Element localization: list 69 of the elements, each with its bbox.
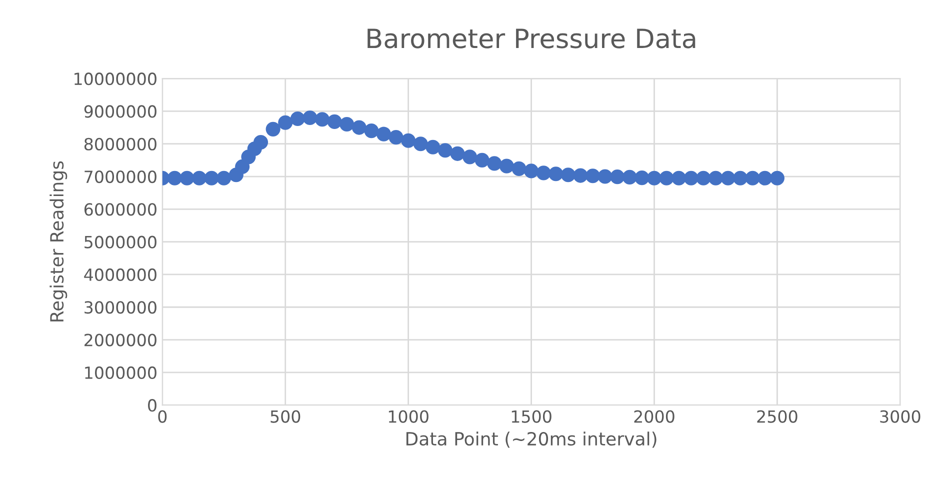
point (573, 168, 588, 183)
x-tick-label: 2500 (757, 410, 798, 423)
point (733, 170, 748, 186)
point (585, 168, 600, 184)
point (167, 170, 182, 186)
point (302, 110, 318, 126)
point (401, 133, 416, 148)
point (462, 150, 478, 164)
x-tick-label: 500 (270, 410, 300, 423)
point (499, 158, 514, 174)
y-tick-label: 7000000 (84, 170, 156, 184)
point (512, 161, 526, 176)
y-tick-label: 8000000 (84, 138, 156, 150)
y-tick-label: 2000000 (84, 334, 156, 346)
point (413, 136, 428, 152)
y-tick-label: 1000000 (85, 366, 156, 379)
y-tick-label: 3000000 (84, 301, 156, 314)
point (536, 166, 551, 180)
point (278, 115, 293, 130)
point (708, 170, 724, 186)
chart-title: Barometer Pressure Data (368, 28, 696, 48)
point (216, 170, 232, 186)
point (745, 170, 760, 186)
point (426, 140, 440, 154)
y-tick-label: 0 (148, 399, 156, 412)
point (450, 146, 465, 161)
point (646, 170, 662, 186)
point (696, 170, 711, 186)
y-tick-label: 10000000 (74, 72, 156, 86)
point (340, 116, 354, 132)
point (758, 170, 772, 186)
point (180, 170, 194, 186)
point (622, 170, 637, 184)
point (314, 112, 330, 127)
point (388, 130, 404, 145)
x-tick-label: 1500 (512, 410, 552, 423)
point (560, 168, 576, 182)
y-tick-label: 5000000 (84, 236, 156, 248)
point (770, 170, 784, 186)
point (598, 169, 612, 184)
x-tick-label: 0 (158, 410, 167, 423)
point (290, 111, 305, 126)
point (684, 170, 698, 186)
point (438, 143, 452, 158)
point (672, 170, 686, 186)
point (610, 170, 625, 184)
point (204, 170, 219, 186)
point (720, 170, 736, 186)
point (192, 170, 207, 186)
point (548, 166, 564, 182)
x-tick-label: 2000 (634, 410, 674, 423)
x-tick-label: 1000 (388, 410, 428, 423)
point (376, 126, 392, 142)
point (474, 152, 490, 168)
x-tick-label: 3000 (880, 410, 920, 423)
y-tick-label: 9000000 (84, 105, 156, 118)
point (253, 134, 268, 150)
point (352, 120, 366, 135)
y-axis-title: Register Readings (50, 161, 68, 322)
x-axis-title: Data Point (~20ms interval) (406, 432, 656, 448)
point (487, 156, 502, 171)
point (364, 124, 379, 138)
y-tick-label: 4000000 (84, 268, 156, 282)
point (659, 170, 674, 186)
point (266, 122, 280, 136)
point (634, 170, 650, 186)
point (327, 114, 342, 129)
y-tick-label: 6000000 (84, 203, 156, 216)
point (524, 164, 539, 178)
